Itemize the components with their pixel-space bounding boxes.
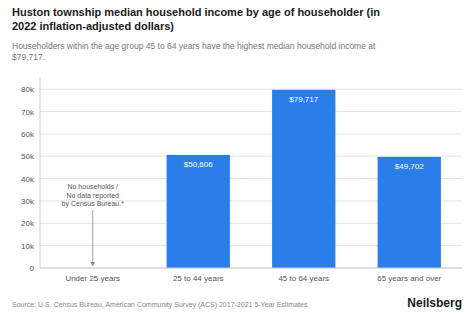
- x-tick-label: 65 years and over: [377, 274, 441, 283]
- y-axis-line: [40, 78, 41, 268]
- bars: [167, 90, 441, 268]
- y-tick-label: 70k: [21, 108, 35, 117]
- grid-line: [40, 268, 462, 269]
- x-tick-label: 25 to 44 years: [173, 274, 224, 283]
- y-tick-label: 80k: [21, 85, 35, 94]
- title: Huston township median household income …: [12, 6, 380, 32]
- x-axis-line: [40, 268, 462, 269]
- y-tick-label: 0: [30, 264, 35, 273]
- grid-line: [40, 156, 462, 157]
- y-tick-label: 20k: [21, 219, 35, 228]
- grid-line: [40, 133, 462, 134]
- chart: Huston township median household income …: [0, 0, 474, 316]
- data-label: $79,717: [289, 95, 318, 104]
- grid: [40, 89, 462, 268]
- bar: [378, 157, 441, 268]
- y-tick-label: 50k: [21, 152, 35, 161]
- y-tick-label: 60k: [21, 130, 35, 139]
- y-tick-label: 40k: [21, 175, 35, 184]
- y-tick-label: 30k: [21, 197, 35, 206]
- bar: [167, 155, 230, 268]
- x-tick-label: 45 to 64 years: [278, 274, 329, 283]
- data-label: $49,702: [395, 162, 424, 171]
- data-label: $50,606: [184, 160, 213, 169]
- source: Source: U.S. Census Bureau, American Com…: [12, 301, 308, 309]
- grid-line: [40, 89, 462, 90]
- subtitle: Householders within the age group 45 to …: [12, 41, 376, 62]
- bar: [272, 90, 335, 268]
- brand: Neilsberg: [407, 296, 462, 310]
- annotation: No households /No data reportedby Census…: [62, 183, 125, 208]
- y-tick-label: 10k: [21, 242, 35, 251]
- grid-line: [40, 111, 462, 112]
- annotation-arrow: [92, 210, 93, 266]
- x-tick-label: Under 25 years: [65, 274, 120, 283]
